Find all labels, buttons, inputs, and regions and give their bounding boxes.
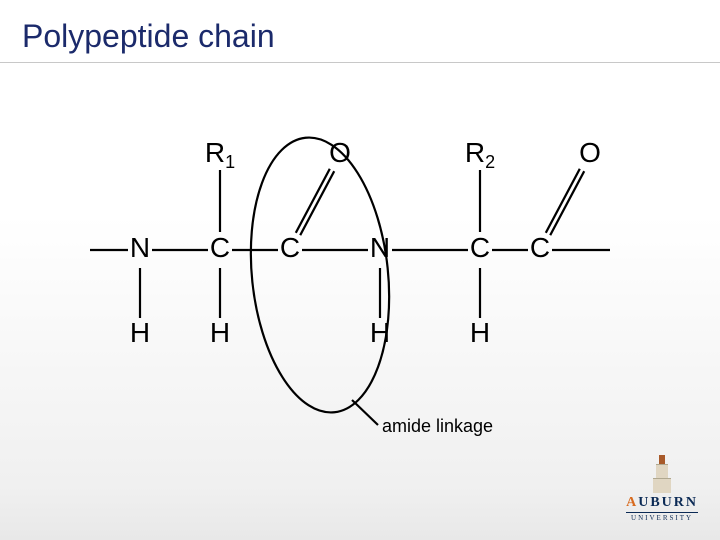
chemical-diagram: N C C N C C R1 O R2 O H H H Hamide linkage — [80, 100, 640, 465]
bond-line — [550, 171, 584, 235]
amide-linkage-highlight — [238, 131, 402, 420]
logo-subtitle: UNIVERSITY — [626, 512, 698, 522]
logo-wordmark: AUBURN — [626, 495, 698, 511]
atom-label-HCa1: H — [210, 317, 230, 348]
atom-label-N1: N — [130, 232, 150, 263]
logo-rest: UBURN — [638, 495, 698, 510]
atom-label-O1: O — [329, 137, 351, 168]
bond-line — [300, 171, 334, 235]
atom-label-O2: O — [579, 137, 601, 168]
diagram-svg: N C C N C C R1 O R2 O H H H Hamide linkage — [80, 100, 640, 460]
page-title: Polypeptide chain — [22, 18, 275, 55]
atom-label-Ca1: C — [210, 232, 230, 263]
logo-letter-a: A — [626, 495, 638, 510]
annotation-amide-linkage: amide linkage — [382, 416, 493, 436]
atom-label-N2: N — [370, 232, 390, 263]
atom-label-HN1: H — [130, 317, 150, 348]
bond-line — [296, 169, 330, 233]
atom-label-HN2: H — [370, 317, 390, 348]
atom-label-Ca2: C — [470, 232, 490, 263]
bond-line — [352, 400, 378, 425]
atom-label-R2: R2 — [465, 137, 495, 171]
atom-label-C2: C — [530, 232, 550, 263]
atom-label-HCa2: H — [470, 317, 490, 348]
atom-label-R1: R1 — [205, 137, 235, 171]
auburn-logo: AUBURN UNIVERSITY — [626, 455, 698, 522]
title-underline — [0, 62, 720, 63]
atom-label-C1: C — [280, 232, 300, 263]
bond-line — [546, 169, 580, 233]
samford-tower-icon — [651, 455, 673, 493]
